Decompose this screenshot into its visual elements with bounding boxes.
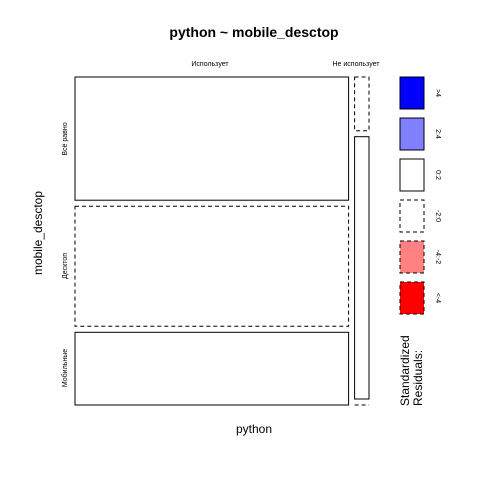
row-label-mobile: Мобильные [61, 349, 69, 387]
residuals-legend: >4 2:4 0:2 -2:0 -4:-2 <-4 [399, 76, 441, 315]
legend-tick-label: -2:0 [434, 210, 441, 222]
legend-swatch [399, 240, 425, 274]
tile-not-uses-any [354, 76, 370, 132]
legend-tick-label: >4 [434, 89, 441, 97]
legend-tick-label: 0:2 [434, 170, 441, 180]
tile-not-uses-desktop [354, 136, 370, 400]
tile-uses-mobile [74, 331, 350, 406]
legend-swatch [399, 199, 425, 233]
chart-title: python ~ mobile_desctop [169, 24, 338, 40]
legend-swatch [399, 117, 425, 151]
row-label-any: Всё равно [62, 122, 69, 155]
legend-swatch [399, 76, 425, 110]
mosaic-tiles [74, 76, 370, 406]
legend-tick-label: <-4 [434, 293, 441, 303]
legend-swatch [399, 158, 425, 192]
column-label-not-uses: Не использует [333, 61, 381, 68]
tile-uses-any [74, 76, 350, 201]
legend-swatch [399, 281, 425, 315]
y-axis-label: mobile_desctop [31, 191, 45, 275]
row-label-desktop: Десктоп [62, 253, 69, 279]
column-label-uses: Использует [191, 61, 229, 68]
legend-tick-label: 2:4 [434, 129, 441, 139]
legend-title-line1: Standardized [398, 335, 412, 406]
x-axis-label: python [236, 422, 272, 436]
legend-tick-label: -4:-2 [434, 250, 441, 265]
tile-uses-desktop [74, 205, 350, 327]
legend-title-line2: Residuals: [411, 350, 425, 406]
